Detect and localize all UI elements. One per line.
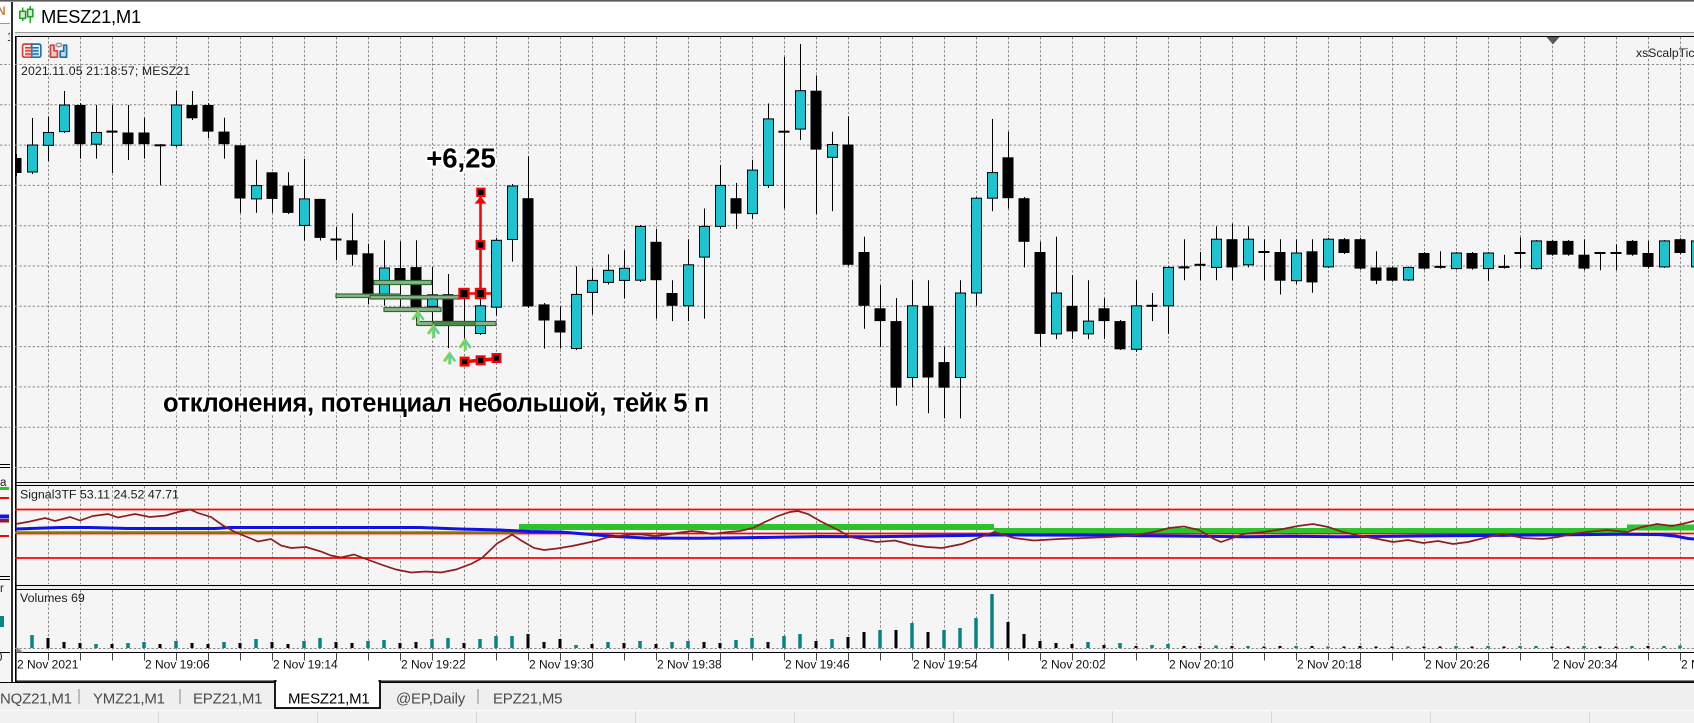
svg-text:r: r xyxy=(0,583,4,595)
svg-text:MESZ21,M1: MESZ21,M1 xyxy=(288,691,370,708)
svg-text:2 Nov 19:22: 2 Nov 19:22 xyxy=(401,658,466,672)
svg-text:2 Nov 19:38: 2 Nov 19:38 xyxy=(657,658,722,672)
svg-text:YMZ21,M1: YMZ21,M1 xyxy=(93,691,165,708)
svg-text:2 Nov 20:34: 2 Nov 20:34 xyxy=(1553,658,1618,672)
svg-text:2 Nov 19:06: 2 Nov 19:06 xyxy=(145,658,210,672)
svg-text:Volumes 69: Volumes 69 xyxy=(20,591,85,605)
svg-text:2021.11.05 21:18:57; MESZ21: 2021.11.05 21:18:57; MESZ21 xyxy=(21,64,190,78)
svg-text:0: 0 xyxy=(0,652,2,664)
svg-text:Signal3TF 53.11 24.52 47.71: Signal3TF 53.11 24.52 47.71 xyxy=(20,488,179,502)
svg-text:a: a xyxy=(0,477,7,489)
svg-text:xsScalpTick: xsScalpTick xyxy=(1636,46,1694,60)
svg-text:2 Nov 20:42: 2 Nov 20:42 xyxy=(1681,658,1694,672)
svg-text:2 Nov 20:26: 2 Nov 20:26 xyxy=(1425,658,1490,672)
svg-text:MESZ21,M1: MESZ21,M1 xyxy=(41,6,141,27)
svg-text:EPZ21,M5: EPZ21,M5 xyxy=(493,691,562,708)
svg-text:2 Nov 19:30: 2 Nov 19:30 xyxy=(529,658,594,672)
svg-text:2 Nov 20:02: 2 Nov 20:02 xyxy=(1041,658,1106,672)
svg-text:2 Nov 20:18: 2 Nov 20:18 xyxy=(1297,658,1362,672)
svg-text:2 Nov 19:54: 2 Nov 19:54 xyxy=(913,658,978,672)
svg-text:EPZ21,M1: EPZ21,M1 xyxy=(193,691,262,708)
svg-text:N: N xyxy=(0,4,6,18)
svg-text:2 Nov 2021: 2 Nov 2021 xyxy=(17,658,79,672)
svg-text:2 Nov 19:46: 2 Nov 19:46 xyxy=(785,658,850,672)
svg-text:2 Nov 20:10: 2 Nov 20:10 xyxy=(1169,658,1234,672)
svg-text:@EP,Daily: @EP,Daily xyxy=(396,691,466,708)
svg-text:отклонения, потенциал небольшо: отклонения, потенциал небольшой, тейк 5 … xyxy=(163,390,709,418)
svg-text:+6,25: +6,25 xyxy=(426,143,496,174)
svg-text:2 Nov 19:14: 2 Nov 19:14 xyxy=(273,658,338,672)
svg-text:NQZ21,M1: NQZ21,M1 xyxy=(0,691,72,708)
